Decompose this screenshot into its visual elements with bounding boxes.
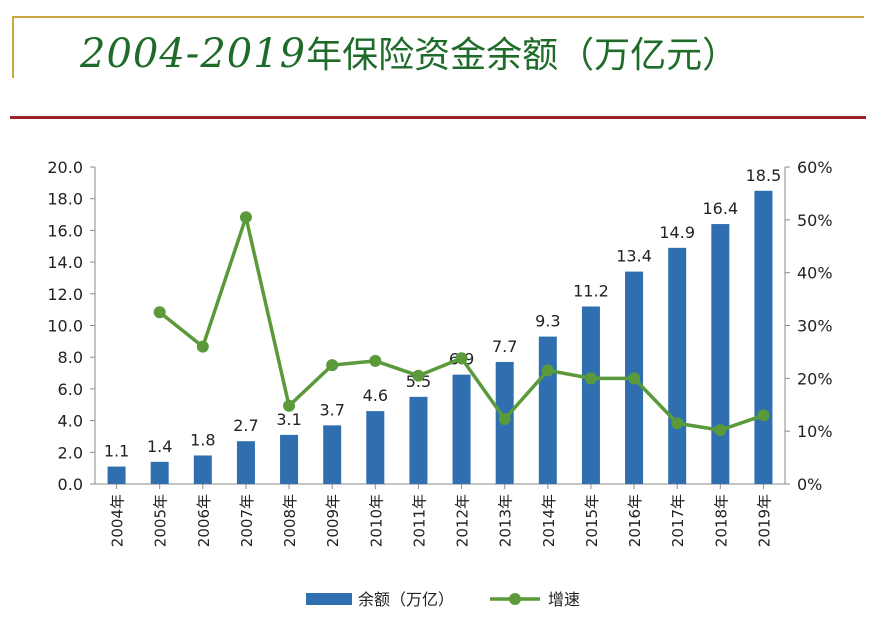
title-divider	[10, 116, 866, 119]
x-tick-label: 2019年	[755, 494, 773, 547]
growth-point	[714, 424, 727, 437]
bar-value-label: 3.7	[319, 400, 344, 419]
growth-point	[412, 369, 425, 382]
page-title: 2004-2019年保险资金余额（万亿元）	[80, 26, 738, 78]
legend-bar-swatch	[306, 593, 352, 605]
title-text: 年保险资金余额（万亿元）	[306, 35, 739, 76]
legend-line-marker	[509, 593, 521, 605]
bar	[366, 411, 385, 484]
bar	[409, 396, 428, 484]
y-right-tick-label: 30%	[797, 317, 833, 336]
x-tick-label: 2016年	[626, 494, 644, 547]
growth-point	[498, 413, 511, 426]
bar	[581, 306, 600, 484]
bar-value-label: 1.8	[190, 430, 215, 449]
x-tick-label: 2006年	[195, 494, 213, 547]
combo-chart: 0.0 2.0 4.0 6.0 8.0 10.0 12.0 14.0 16.0 18.0 20.0 0…	[47, 158, 833, 609]
x-tick-label: 2005年	[152, 494, 170, 547]
y-left-tick-label: 2.0	[58, 443, 83, 462]
bar	[323, 425, 342, 484]
growth-point	[283, 399, 296, 412]
bar-value-label: 11.2	[573, 281, 609, 300]
bar	[107, 466, 126, 484]
bar-value-label: 1.1	[104, 442, 129, 461]
bar	[236, 441, 255, 484]
y-right-tick-label: 60%	[797, 158, 833, 177]
y-left-tick-label: 20.0	[47, 158, 83, 177]
bar-value-label: 16.4	[703, 199, 739, 218]
y-left-tick-label: 0.0	[58, 475, 83, 494]
y-right-tick-label: 0%	[797, 475, 822, 494]
x-tick-label: 2015年	[583, 494, 601, 547]
y-left-tick-label: 12.0	[47, 285, 83, 304]
growth-point	[628, 372, 641, 385]
growth-point	[541, 364, 554, 377]
x-tick-label: 2008年	[281, 494, 299, 547]
bar	[538, 336, 557, 484]
title-years: 2004-2019	[80, 31, 307, 77]
x-tick-label: 2011年	[410, 494, 428, 547]
x-tick-label: 2014年	[540, 494, 558, 547]
bar	[150, 461, 169, 484]
bar-value-label: 7.7	[492, 337, 517, 356]
y-left-tick-label: 4.0	[58, 412, 83, 431]
growth-point	[326, 359, 339, 372]
y-left-tick-label: 6.0	[58, 380, 83, 399]
title-frame-top-line	[12, 16, 864, 18]
bar	[754, 190, 773, 484]
bar	[452, 374, 471, 484]
bar	[711, 224, 730, 484]
y-right-tick-label: 50%	[797, 211, 833, 230]
bar-value-label: 4.6	[363, 386, 388, 405]
bar	[280, 434, 299, 484]
y-left-tick-label: 10.0	[47, 317, 83, 336]
x-tick-label: 2010年	[367, 494, 385, 547]
y-left-tick-label: 16.0	[47, 221, 83, 240]
x-tick-label: 2007年	[238, 494, 256, 547]
growth-point	[455, 352, 468, 365]
growth-point	[153, 306, 166, 319]
bar-value-label: 9.3	[535, 312, 560, 331]
chart-container: 0.0 2.0 4.0 6.0 8.0 10.0 12.0 14.0 16.0 18.0 20.0 0…	[0, 130, 880, 636]
growth-point	[671, 417, 684, 430]
x-tick-label: 2018年	[712, 494, 730, 547]
growth-point	[239, 211, 252, 224]
bar	[193, 455, 212, 484]
x-tick-label: 2004年	[109, 494, 127, 547]
title-frame-left-line	[12, 16, 14, 78]
x-tick-label: 2017年	[669, 494, 687, 547]
growth-point	[757, 409, 770, 422]
y-right-tick-label: 10%	[797, 422, 833, 441]
bar-value-label: 13.4	[616, 247, 652, 266]
legend-bar-label: 余额（万亿）	[358, 590, 454, 609]
y-right-tick-label: 20%	[797, 369, 833, 388]
x-tick-label: 2009年	[324, 494, 342, 547]
bar-value-label: 2.7	[233, 416, 258, 435]
bar-value-label: 3.1	[276, 410, 301, 429]
bar	[668, 247, 687, 484]
y-left-tick-label: 8.0	[58, 348, 83, 367]
growth-point	[584, 372, 597, 385]
y-right-tick-label: 40%	[797, 264, 833, 283]
growth-point	[196, 340, 209, 353]
legend-line-label: 增速	[548, 590, 580, 609]
bar-value-label: 14.9	[659, 223, 695, 242]
bar-value-label: 18.5	[746, 166, 782, 185]
y-left-tick-label: 14.0	[47, 253, 83, 272]
y-left-tick-label: 18.0	[47, 190, 83, 209]
bar-value-label: 1.4	[147, 437, 172, 456]
x-tick-label: 2013年	[497, 494, 515, 547]
x-tick-label: 2012年	[454, 494, 472, 547]
growth-point	[369, 354, 382, 367]
